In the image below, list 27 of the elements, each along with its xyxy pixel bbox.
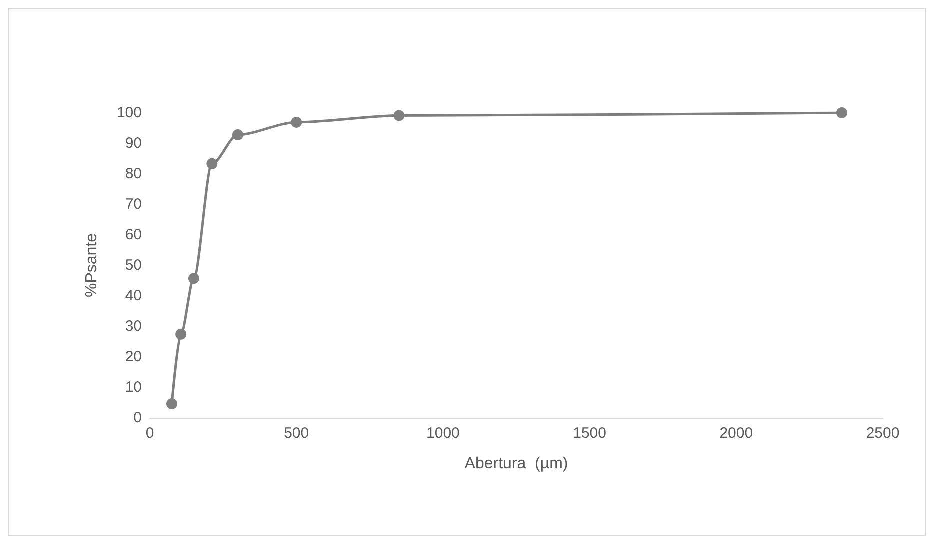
y-tick-label: 10 bbox=[125, 379, 142, 396]
x-axis-title: Abertura (µm) bbox=[464, 456, 568, 472]
point bbox=[836, 108, 848, 118]
point bbox=[176, 328, 187, 340]
y-tick-label: 20 bbox=[125, 348, 142, 366]
y-tick-label: 90 bbox=[125, 135, 142, 152]
point bbox=[394, 110, 405, 122]
y-tick-label: 40 bbox=[125, 288, 142, 304]
y-tick-label: 0 bbox=[134, 410, 142, 426]
x-tick-label: 2500 bbox=[866, 425, 900, 442]
point bbox=[188, 273, 200, 284]
point bbox=[166, 398, 178, 410]
y-tick-label: 50 bbox=[125, 257, 142, 274]
point bbox=[232, 129, 244, 140]
x-tick-label: 500 bbox=[284, 425, 310, 442]
x-tick-label: 0 bbox=[146, 425, 154, 442]
y-tick-label: 70 bbox=[125, 196, 142, 213]
y-tick-label: 100 bbox=[116, 104, 142, 122]
y-axis-title: %Psante bbox=[84, 233, 100, 298]
point bbox=[206, 158, 218, 170]
y-tick-label: 30 bbox=[125, 318, 142, 335]
point bbox=[291, 116, 302, 128]
x-tick-label: 2000 bbox=[720, 425, 754, 442]
y-tick-label: 60 bbox=[125, 226, 142, 244]
y-tick-label: 80 bbox=[125, 166, 142, 182]
x-tick-label: 1500 bbox=[573, 425, 606, 442]
x-tick-label: 1000 bbox=[426, 425, 460, 442]
